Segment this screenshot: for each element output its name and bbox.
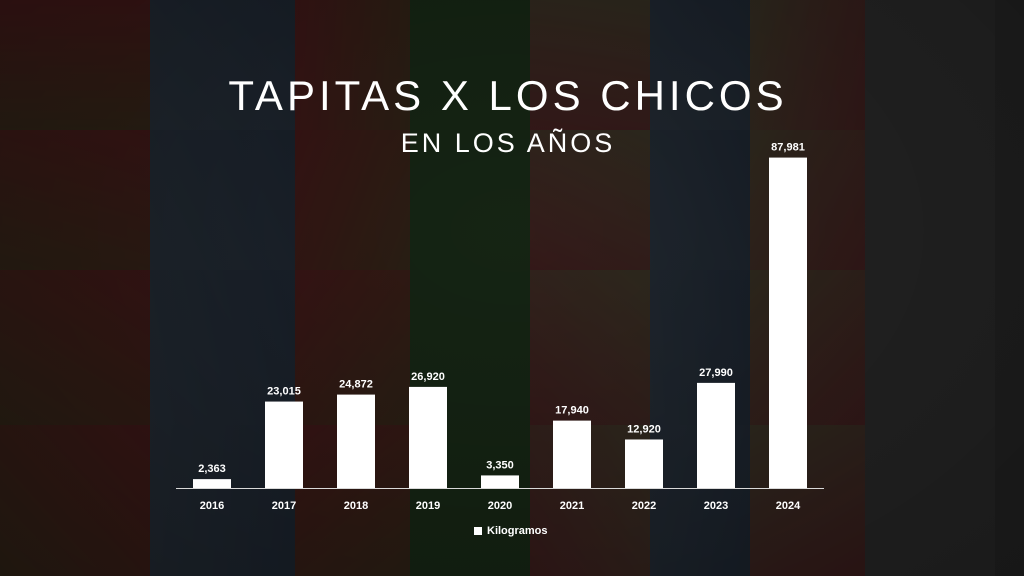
background-photo-tile bbox=[530, 0, 650, 130]
legend-swatch bbox=[474, 527, 482, 535]
background-photo-tile bbox=[0, 130, 150, 270]
x-tick-label-2021: 2021 bbox=[560, 500, 584, 512]
data-label-2022: 12,920 bbox=[627, 423, 661, 435]
data-label-2016: 2,363 bbox=[198, 463, 226, 475]
chart-subtitle: EN LOS AÑOS bbox=[400, 128, 616, 158]
background-photo-tile bbox=[410, 0, 530, 130]
bar-2018 bbox=[337, 394, 375, 488]
x-tick-label-2017: 2017 bbox=[272, 500, 296, 512]
background-photo-tile bbox=[410, 270, 530, 425]
background-photo-tile bbox=[0, 0, 150, 130]
x-tick-label-2023: 2023 bbox=[704, 500, 728, 512]
bar-2016 bbox=[193, 479, 231, 488]
data-label-2018: 24,872 bbox=[339, 379, 373, 391]
background-photo-tile bbox=[750, 0, 865, 130]
data-label-2019: 26,920 bbox=[411, 371, 445, 383]
background-photo-tile bbox=[150, 270, 295, 425]
background-photo-tile bbox=[295, 270, 410, 425]
background-photo-tile bbox=[410, 130, 530, 270]
background-photo-tile bbox=[530, 270, 650, 425]
x-tick-label-2020: 2020 bbox=[488, 500, 512, 512]
bar-2022 bbox=[625, 439, 663, 488]
background-photo-tile bbox=[295, 0, 410, 130]
background-photo-tile bbox=[295, 130, 410, 270]
x-tick-label-2024: 2024 bbox=[776, 500, 801, 512]
data-label-2020: 3,350 bbox=[486, 459, 514, 471]
x-tick-label-2019: 2019 bbox=[416, 500, 440, 512]
legend-label: Kilogramos bbox=[487, 525, 548, 537]
background-photo-tile bbox=[0, 270, 150, 425]
background-photo-tile bbox=[865, 270, 995, 425]
data-label-2023: 27,990 bbox=[699, 367, 733, 379]
chart-title: TAPITAS X LOS CHICOS bbox=[228, 72, 788, 119]
data-label-2017: 23,015 bbox=[267, 386, 301, 398]
bar-2020 bbox=[481, 475, 519, 488]
bar-2023 bbox=[697, 382, 735, 488]
bar-2021 bbox=[553, 420, 591, 488]
background-photo-tile bbox=[650, 0, 750, 130]
background-photo-tile bbox=[0, 425, 150, 576]
x-tick-label-2016: 2016 bbox=[200, 500, 224, 512]
bar-2024 bbox=[769, 157, 807, 489]
bar-2019 bbox=[409, 386, 447, 488]
background-photo-tile bbox=[530, 130, 650, 270]
data-label-2021: 17,940 bbox=[555, 405, 589, 417]
x-tick-label-2022: 2022 bbox=[632, 500, 656, 512]
background-photo-tile bbox=[650, 130, 750, 270]
background-photo-tile bbox=[865, 425, 995, 576]
background-photo-tile bbox=[150, 425, 295, 576]
bar-2017 bbox=[265, 401, 303, 488]
data-label-2024: 87,981 bbox=[771, 142, 805, 154]
background-photo-tile bbox=[150, 0, 295, 130]
chart-legend: Kilogramos bbox=[474, 525, 548, 537]
background-photo-tile bbox=[865, 130, 995, 270]
background-photo-tile bbox=[150, 130, 295, 270]
x-tick-label-2018: 2018 bbox=[344, 500, 368, 512]
background-photo-tile bbox=[865, 0, 995, 130]
